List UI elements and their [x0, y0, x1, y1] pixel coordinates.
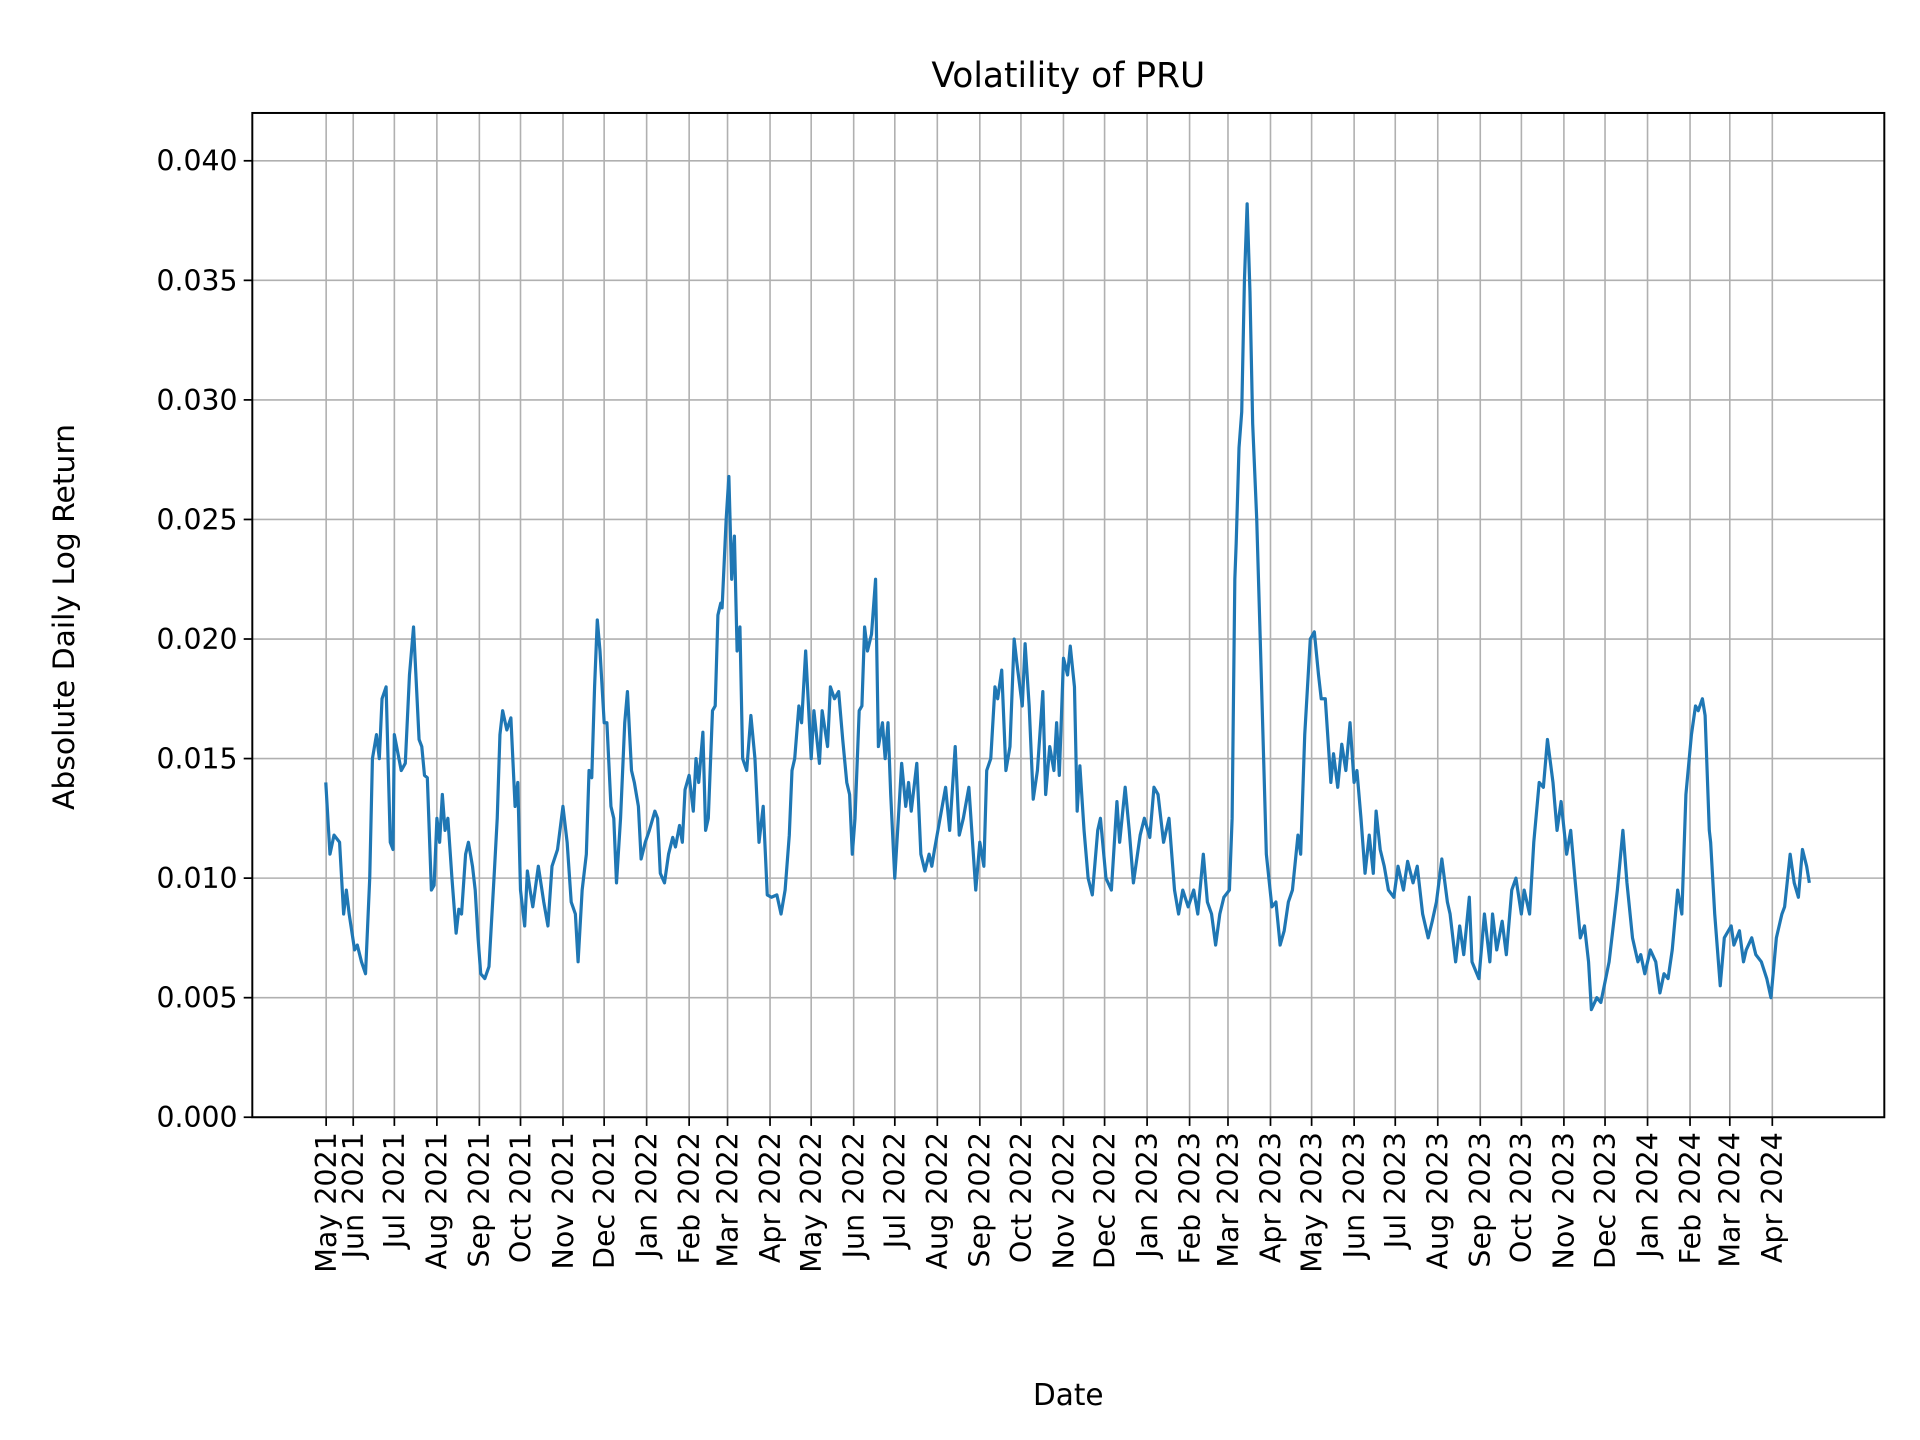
x-tick-label: Apr 2022 — [754, 1132, 787, 1263]
x-tick-label: Oct 2021 — [504, 1132, 537, 1263]
x-tick-label: Dec 2023 — [1589, 1132, 1622, 1269]
y-tick-label: 0.035 — [157, 264, 238, 297]
y-tick-label: 0.000 — [157, 1101, 238, 1134]
x-tick-label: Nov 2021 — [547, 1132, 580, 1269]
x-tick-label: Dec 2021 — [588, 1132, 621, 1269]
x-tick-label: Sep 2023 — [1464, 1132, 1497, 1267]
x-tick-label: Sep 2021 — [463, 1132, 496, 1267]
x-tick-label: Jan 2023 — [1131, 1132, 1164, 1260]
x-tick-label: Jun 2021 — [337, 1132, 370, 1260]
grid — [252, 112, 1885, 1119]
x-tick-label: Jan 2024 — [1631, 1132, 1664, 1260]
x-tick-label: Oct 2022 — [1005, 1132, 1038, 1263]
y-tick-label: 0.010 — [157, 862, 238, 895]
x-tick-label: May 2022 — [795, 1132, 828, 1273]
x-tick-label: Apr 2023 — [1254, 1132, 1287, 1263]
x-tick-label: May 2023 — [1296, 1132, 1329, 1273]
x-axis-label: Date — [1033, 1377, 1104, 1412]
series — [324, 202, 1811, 1012]
x-tick-label: Dec 2022 — [1089, 1132, 1122, 1269]
x-tick-label: Nov 2023 — [1548, 1132, 1581, 1269]
y-axis: 0.000 0.005 0.010 0.015 0.020 0.025 0.030 0.035… — [157, 145, 253, 1134]
volatility-line — [324, 202, 1811, 1012]
x-tick-label: Feb 2023 — [1174, 1132, 1207, 1264]
y-tick-label: 0.025 — [157, 503, 238, 536]
x-tick-label: Jul 2022 — [879, 1132, 912, 1250]
x-tick-label: Apr 2024 — [1756, 1132, 1789, 1263]
x-tick-label: May 2021 — [310, 1132, 343, 1273]
x-tick-label: Aug 2022 — [921, 1132, 954, 1269]
x-tick-label: Aug 2023 — [1422, 1132, 1455, 1269]
y-axis-label: Absolute Daily Log Return — [46, 424, 81, 810]
x-tick-label: Jun 2022 — [838, 1132, 871, 1260]
x-tick-label: Sep 2022 — [964, 1132, 997, 1267]
x-tick-label: Jan 2022 — [631, 1132, 664, 1260]
x-tick-label: Feb 2024 — [1674, 1132, 1707, 1264]
y-tick-label: 0.015 — [157, 742, 238, 775]
chart-title: Volatility of PRU — [931, 56, 1205, 96]
x-tick-label: Jun 2023 — [1338, 1132, 1371, 1260]
x-tick-label: Feb 2022 — [673, 1132, 706, 1264]
y-tick-label: 0.005 — [157, 982, 238, 1015]
y-tick-label: 0.030 — [157, 384, 238, 417]
y-tick-label: 0.040 — [157, 145, 238, 178]
x-tick-label: Mar 2023 — [1212, 1132, 1245, 1267]
plot-frame — [251, 111, 1886, 1119]
y-tick-label: 0.020 — [157, 623, 238, 656]
x-tick-label: Aug 2021 — [421, 1132, 454, 1269]
x-tick-label: Oct 2023 — [1505, 1132, 1538, 1263]
x-tick-label: Mar 2024 — [1714, 1132, 1747, 1267]
x-tick-label: Jul 2023 — [1379, 1132, 1412, 1250]
x-tick-label: Mar 2022 — [711, 1132, 744, 1267]
x-tick-label: Jul 2021 — [378, 1132, 411, 1250]
x-tick-label: Nov 2022 — [1047, 1132, 1080, 1269]
